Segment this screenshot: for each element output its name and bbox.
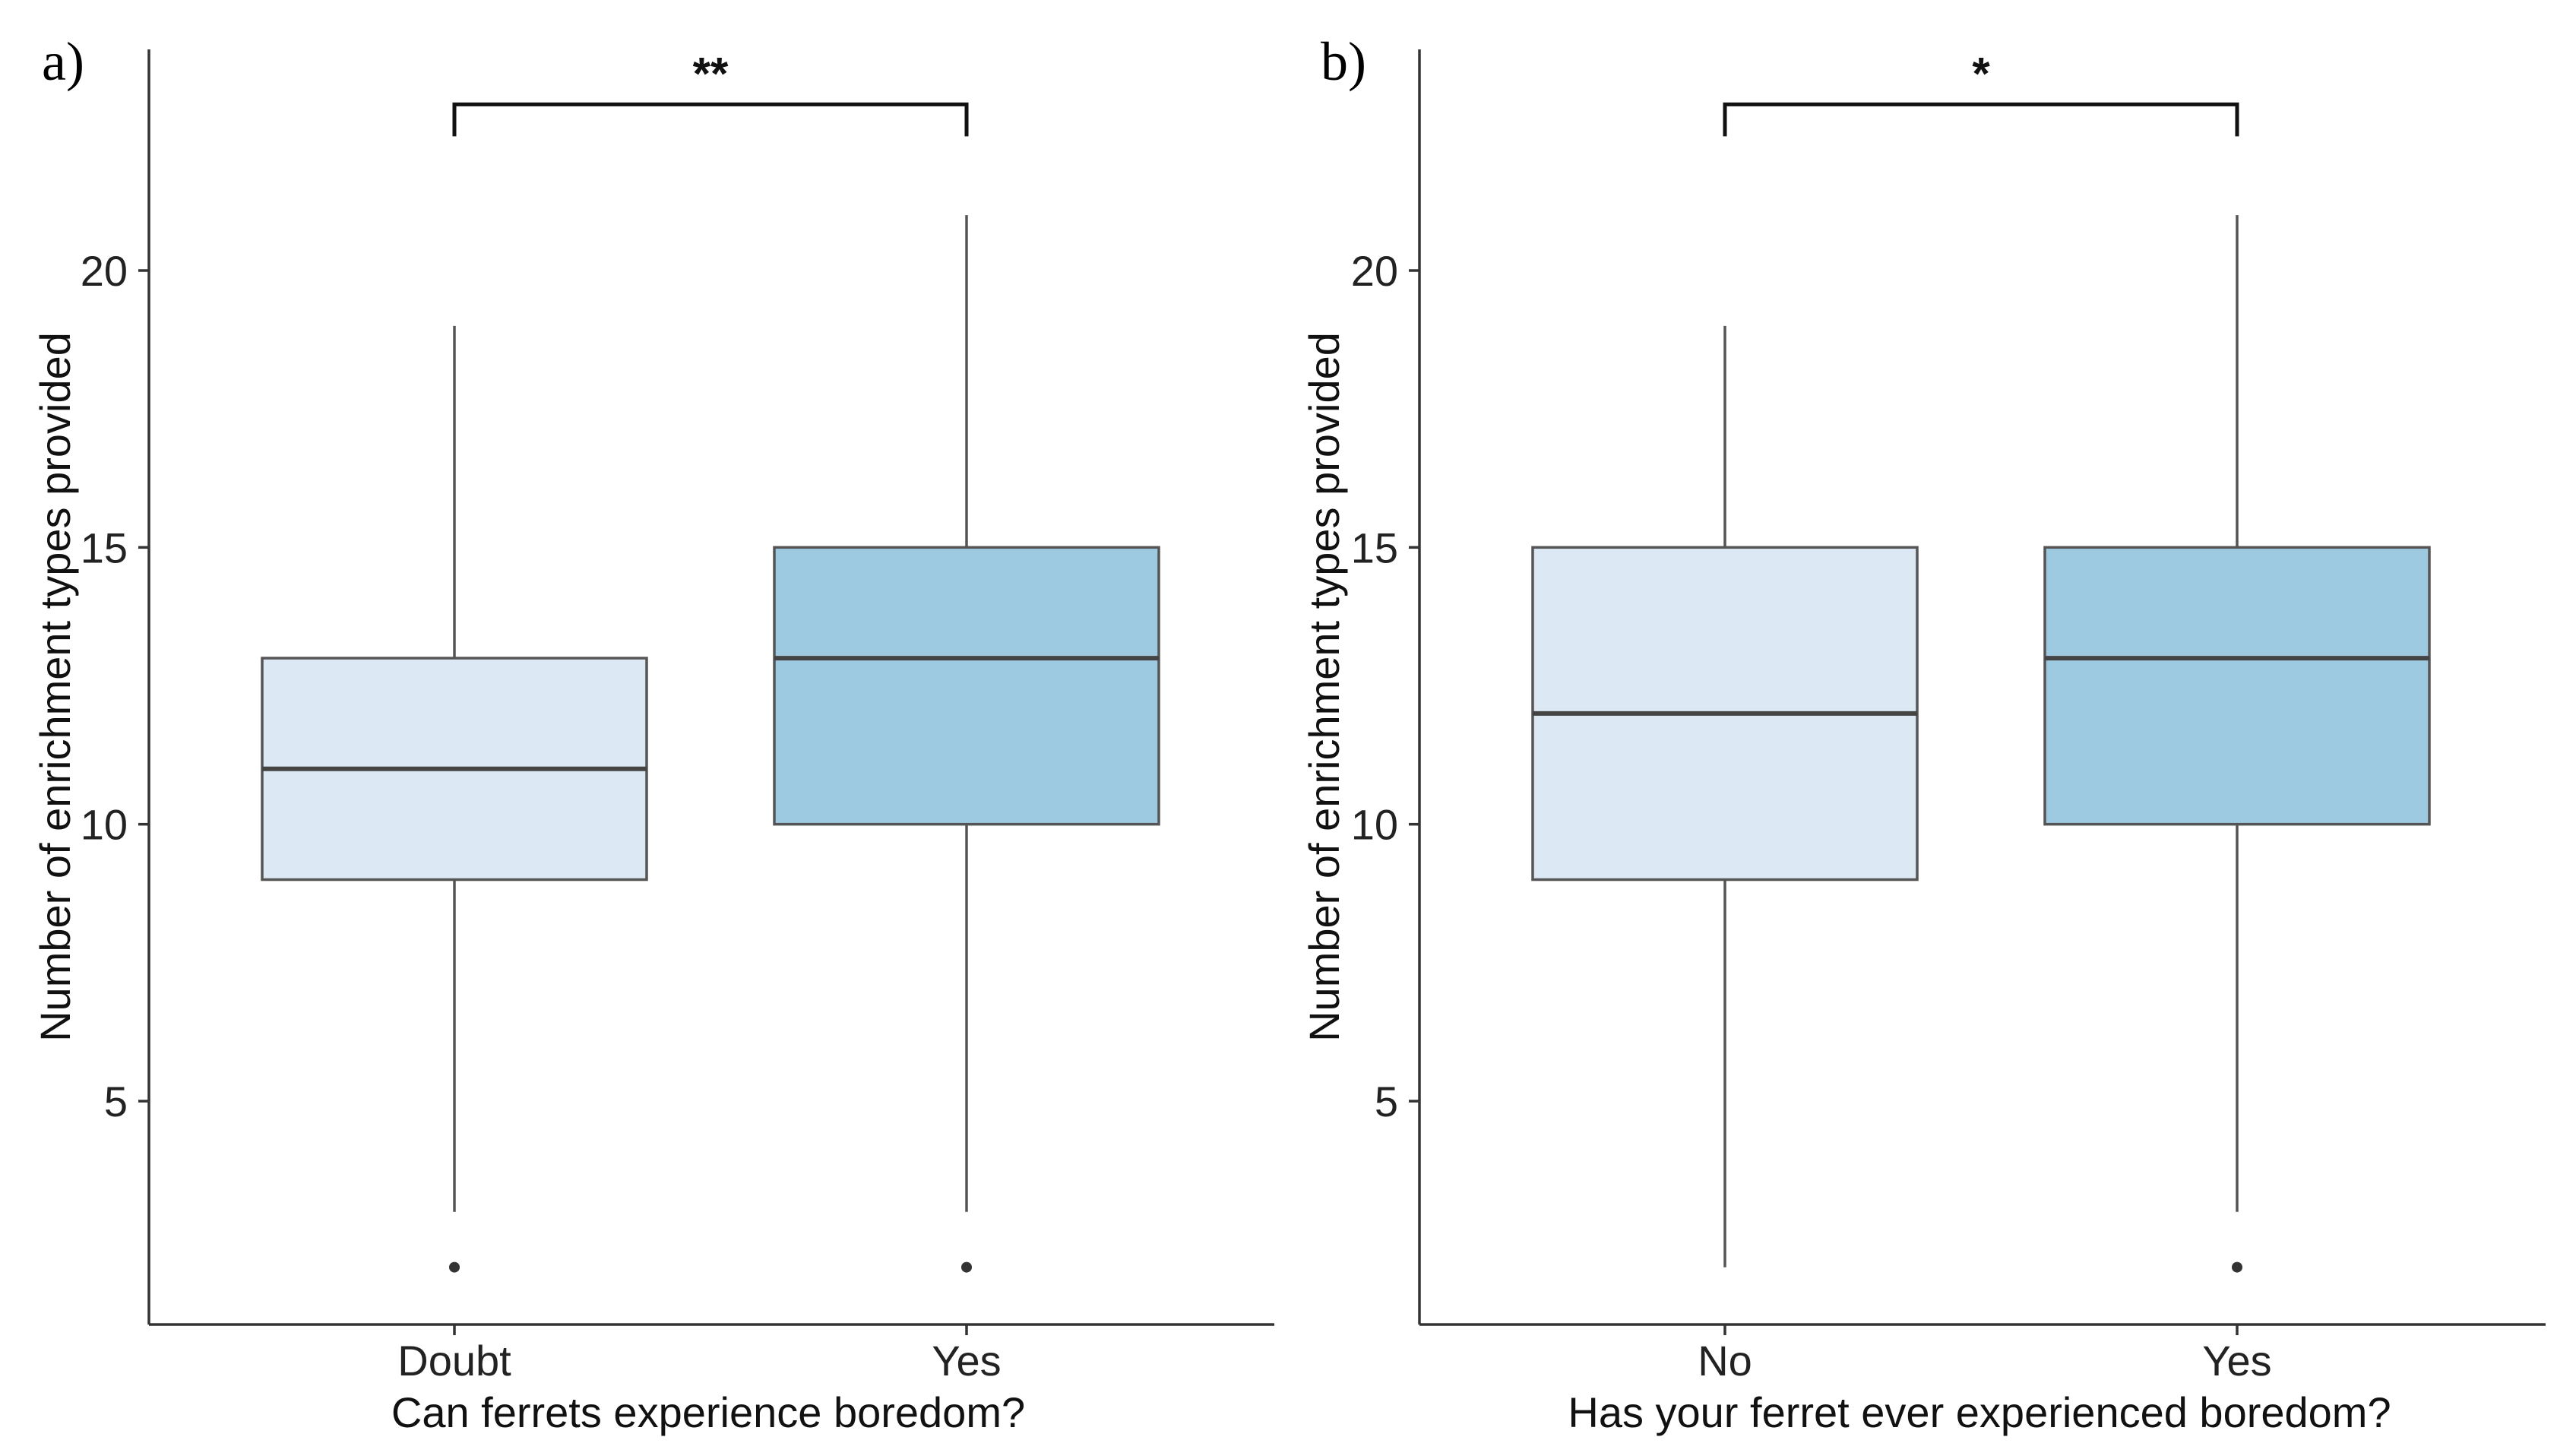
y-tick-label: 10 bbox=[1351, 801, 1398, 849]
y-axis-title: Number of enrichment types provided bbox=[1300, 332, 1348, 1042]
y-tick-label: 5 bbox=[104, 1078, 128, 1125]
y-tick-label: 15 bbox=[1351, 524, 1398, 571]
x-axis-title: Has your ferret ever experienced boredom… bbox=[1568, 1388, 2391, 1436]
significance-bracket bbox=[452, 102, 969, 137]
panel-label: b) bbox=[1321, 31, 1366, 92]
x-tick-label: Yes bbox=[932, 1337, 1001, 1385]
box-yes bbox=[773, 215, 1160, 1273]
box-yes bbox=[2043, 215, 2431, 1273]
y-tick-label: 5 bbox=[1375, 1078, 1398, 1125]
x-tick-label: Yes bbox=[2202, 1337, 2271, 1385]
y-tick-label: 15 bbox=[81, 524, 128, 571]
x-tick-label: Doubt bbox=[397, 1337, 511, 1385]
box-no bbox=[1531, 325, 1919, 1268]
y-tick-label: 20 bbox=[1351, 247, 1398, 295]
outlier-point bbox=[449, 1261, 460, 1273]
significance-bracket bbox=[1723, 102, 2239, 137]
iqr-box bbox=[773, 546, 1160, 826]
iqr-box bbox=[2043, 546, 2431, 826]
box-doubt bbox=[261, 325, 648, 1273]
significance-label: * bbox=[1972, 48, 1990, 99]
outlier-point bbox=[961, 1261, 972, 1273]
x-tick-label: No bbox=[1698, 1337, 1752, 1385]
y-tick-label: 10 bbox=[81, 801, 128, 849]
outlier-point bbox=[2232, 1261, 2242, 1273]
panel-label: a) bbox=[42, 31, 84, 92]
significance-label: ** bbox=[693, 48, 729, 99]
y-axis-title: Number of enrichment types provided bbox=[31, 332, 79, 1042]
x-axis-title: Can ferrets experience boredom? bbox=[391, 1388, 1025, 1436]
y-tick-label: 20 bbox=[81, 247, 128, 295]
